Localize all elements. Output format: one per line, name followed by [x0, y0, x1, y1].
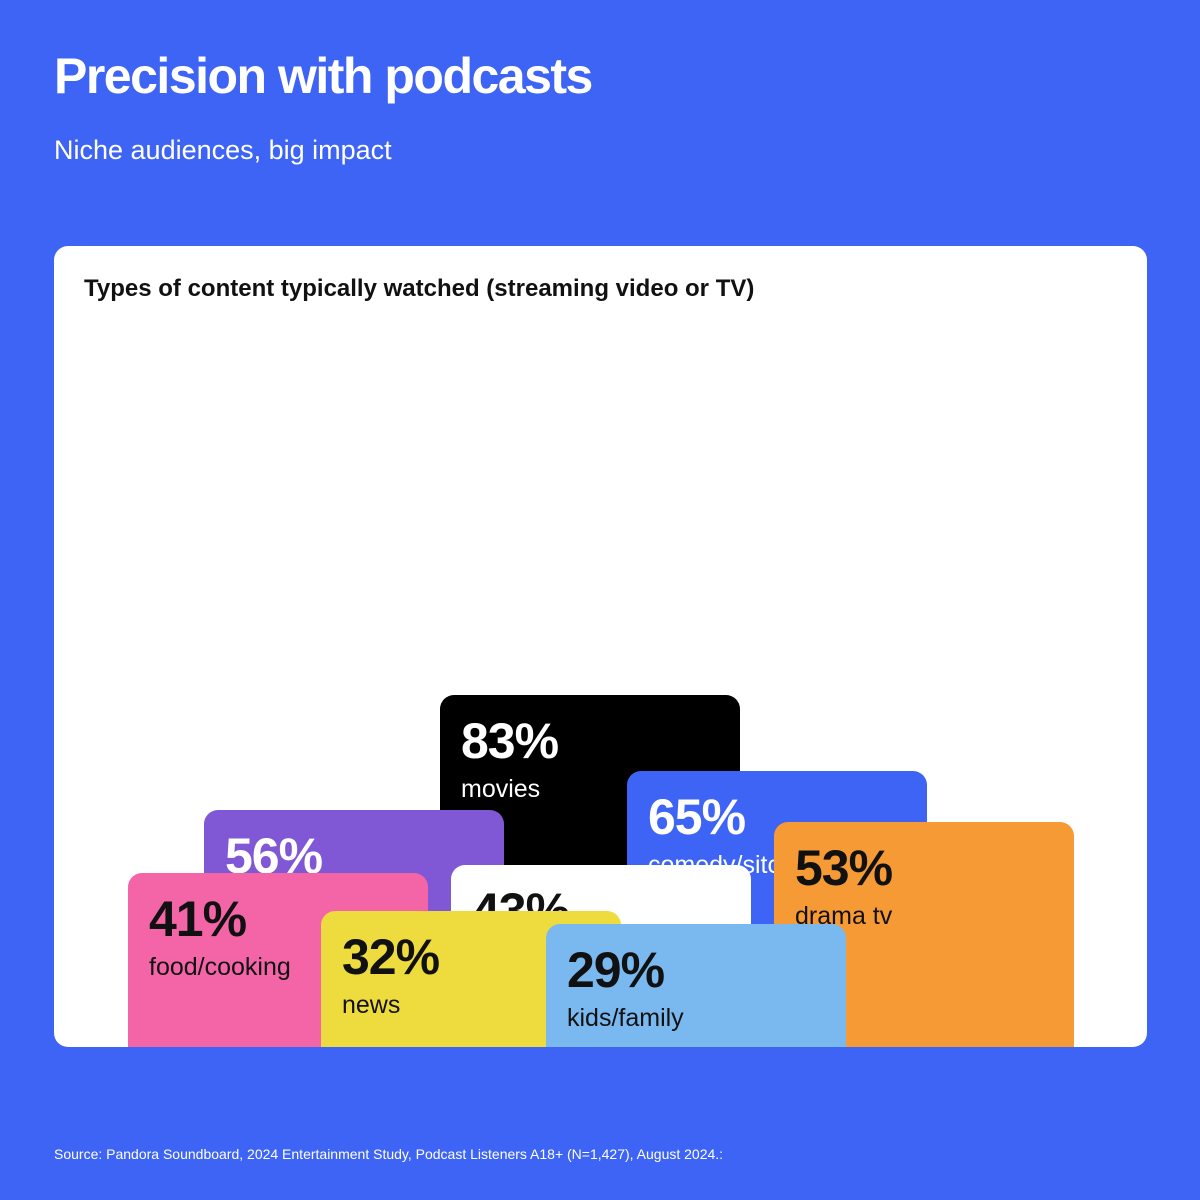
- data-label: 53%: [795, 840, 893, 896]
- data-label: 32%: [342, 929, 440, 985]
- category-label: movies: [461, 775, 541, 803]
- data-label: 65%: [648, 789, 746, 845]
- bar-kids-family: 29% kids/family: [546, 924, 846, 1047]
- chart-card: Types of content typically watched (stre…: [54, 246, 1147, 1047]
- chart-title: Types of content typically watched (stre…: [84, 275, 755, 302]
- source-note: Source: Pandora Soundboard, 2024 Enterta…: [54, 1146, 724, 1162]
- data-label: 41%: [149, 891, 247, 947]
- category-label: food/cooking: [149, 953, 291, 981]
- data-label: 83%: [461, 713, 559, 769]
- data-label: 29%: [567, 942, 665, 998]
- page-title: Precision with podcasts: [54, 48, 593, 104]
- page-subtitle: Niche audiences, big impact: [54, 135, 392, 165]
- category-label: news: [342, 991, 401, 1019]
- category-label: kids/family: [567, 1004, 684, 1032]
